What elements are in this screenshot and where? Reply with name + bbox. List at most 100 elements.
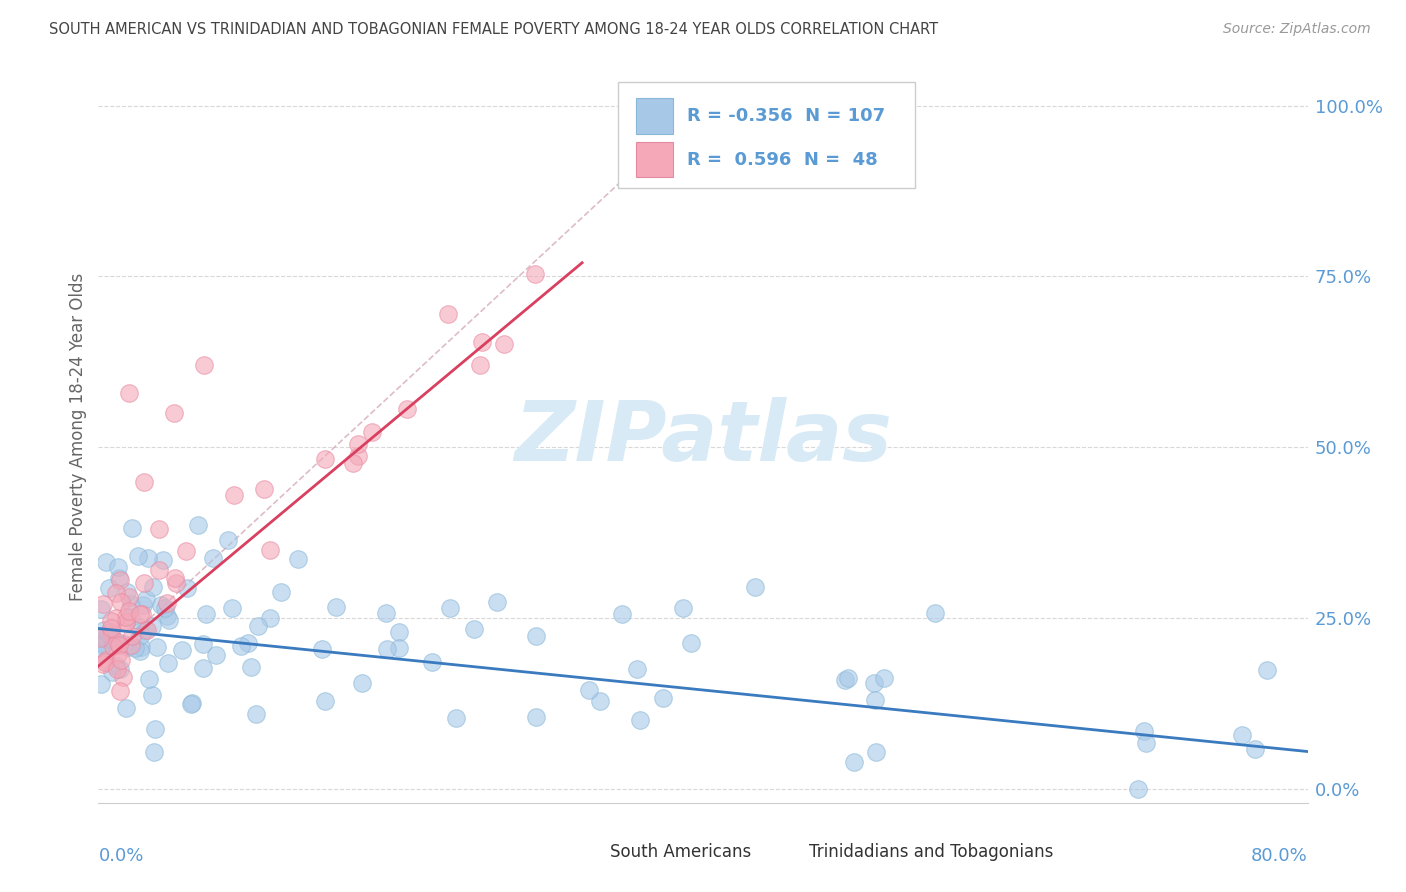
Point [91, 657, 114, 671]
Point [253, 482, 276, 496]
Point [342, 456, 364, 470]
Point [388, 625, 411, 640]
Point [187, 517, 209, 532]
Point [444, 711, 467, 725]
Point [110, 595, 132, 609]
Point [141, 618, 163, 632]
Point [108, 684, 131, 698]
Point [120, 610, 142, 624]
Point [314, 694, 336, 708]
Point [90, 602, 112, 616]
Point [105, 662, 128, 676]
Point [115, 701, 138, 715]
Text: 0.0%: 0.0% [98, 847, 143, 864]
Point [132, 599, 155, 613]
Point [420, 655, 443, 669]
Point [924, 606, 946, 620]
Point [523, 268, 546, 282]
Point [395, 401, 418, 416]
Point [128, 644, 150, 658]
Point [118, 604, 141, 618]
Point [132, 475, 155, 489]
Point [121, 521, 143, 535]
Point [471, 334, 494, 349]
Point [837, 671, 859, 685]
Point [259, 543, 281, 558]
Point [156, 608, 179, 623]
Point [90, 677, 112, 691]
Point [524, 710, 547, 724]
Point [524, 629, 547, 643]
Point [1244, 741, 1267, 756]
FancyBboxPatch shape [576, 840, 603, 863]
Point [578, 683, 600, 698]
Point [93, 630, 115, 644]
Point [93, 623, 115, 637]
Point [174, 543, 197, 558]
Point [104, 586, 127, 600]
Point [138, 672, 160, 686]
FancyBboxPatch shape [637, 98, 672, 134]
Point [107, 571, 129, 585]
Point [114, 637, 136, 651]
Point [361, 425, 384, 439]
Point [842, 755, 865, 769]
Point [236, 636, 259, 650]
Point [229, 639, 252, 653]
Point [91, 598, 114, 612]
Text: Trinidadians and Tobagonians: Trinidadians and Tobagonians [810, 843, 1053, 861]
Point [193, 359, 215, 373]
Point [112, 670, 135, 684]
Point [129, 640, 152, 654]
Point [104, 634, 127, 648]
Point [652, 690, 675, 705]
Point [135, 591, 157, 606]
Point [96, 653, 118, 667]
Point [108, 573, 131, 587]
Point [834, 673, 856, 688]
Point [136, 550, 159, 565]
Point [107, 560, 129, 574]
Point [463, 622, 485, 636]
Point [132, 575, 155, 590]
Y-axis label: Female Poverty Among 18-24 Year Olds: Female Poverty Among 18-24 Year Olds [69, 273, 87, 601]
Point [118, 385, 141, 400]
Text: Source: ZipAtlas.com: Source: ZipAtlas.com [1223, 22, 1371, 37]
Point [98, 632, 121, 647]
Text: R = -0.356  N = 107: R = -0.356 N = 107 [688, 107, 886, 125]
Point [671, 601, 693, 615]
Point [129, 607, 152, 621]
Point [101, 665, 124, 679]
Point [91, 638, 114, 652]
Point [589, 694, 612, 708]
Point [131, 607, 153, 621]
Point [863, 693, 886, 707]
Point [287, 552, 309, 566]
Point [104, 611, 127, 625]
Point [325, 600, 347, 615]
Point [118, 591, 141, 605]
Point [127, 549, 149, 564]
Point [110, 653, 132, 667]
Point [100, 614, 122, 628]
Point [143, 745, 166, 759]
Point [121, 629, 143, 643]
Point [91, 636, 114, 650]
Text: R =  0.596  N =  48: R = 0.596 N = 48 [688, 151, 877, 169]
Text: 80.0%: 80.0% [1251, 847, 1308, 864]
Point [246, 619, 269, 633]
Point [180, 696, 202, 710]
Point [626, 662, 648, 676]
Point [114, 610, 136, 624]
Point [94, 655, 117, 669]
Point [692, 98, 714, 112]
Point [347, 449, 370, 463]
Point [163, 406, 186, 420]
Point [628, 713, 651, 727]
Point [259, 610, 281, 624]
Text: South Americans: South Americans [610, 843, 751, 861]
Point [108, 638, 131, 652]
Point [115, 615, 138, 629]
Point [152, 553, 174, 567]
Point [129, 628, 152, 642]
